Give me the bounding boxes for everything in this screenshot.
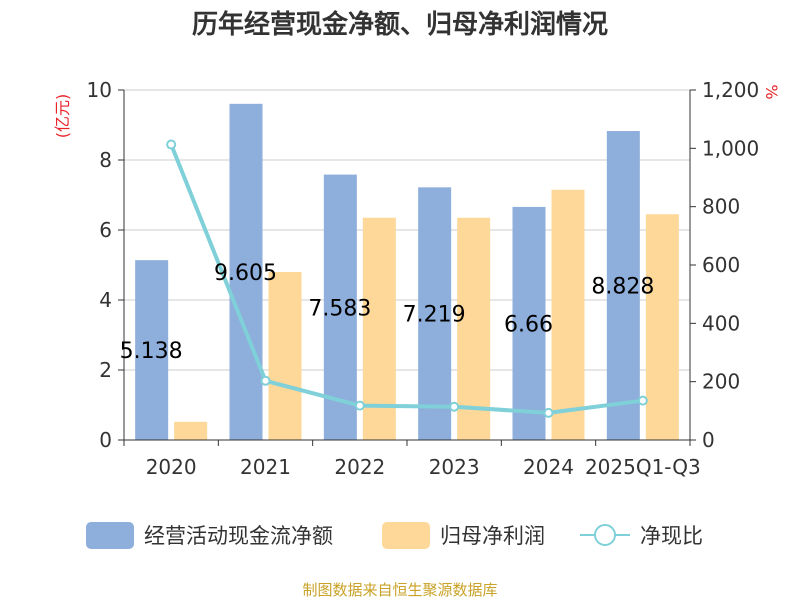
legend-swatch-operating-cash-flow	[86, 522, 134, 549]
bar-net-profit	[362, 217, 396, 440]
line-point	[543, 407, 554, 418]
y-right-tick-label: 600	[702, 253, 740, 277]
y-right-tick-label: 1,000	[702, 136, 759, 160]
bar-data-label: 7.583	[308, 296, 371, 321]
y-right-tick-label: 200	[702, 370, 740, 394]
x-tick-label: 2022	[334, 455, 385, 479]
grid	[124, 89, 690, 371]
y-right-tick-label: 0	[702, 428, 715, 452]
bar-net-profit	[551, 189, 585, 440]
y-left-tick-label: 6	[99, 218, 112, 242]
y-right-axis-label: %	[762, 84, 781, 99]
data-labels: 5.138 9.605 7.583 7.219 6.66 8.828	[120, 261, 655, 364]
line-point	[449, 401, 460, 412]
bar-data-label: 6.66	[504, 312, 553, 337]
bars	[135, 103, 679, 440]
line-point	[354, 400, 365, 411]
x-tick-label: 2025Q1-Q3	[585, 455, 701, 479]
line-point	[260, 375, 271, 386]
legend-label-cash-ratio: 净现比	[640, 524, 703, 548]
y-left-tick-label: 2	[99, 358, 112, 382]
axes: 0 2 4 6 8 10 0 200 400 600 800 1,000 1,200 2020 2021 20…	[87, 78, 760, 479]
legend-marker-cash-ratio	[594, 524, 616, 546]
bar-data-label: 5.138	[120, 339, 183, 364]
bar-operating-cash-flow	[418, 187, 452, 440]
y-right-tick-label: 800	[702, 195, 740, 219]
bar-operating-cash-flow	[606, 131, 640, 440]
y-left-axis-label: (亿元)	[53, 94, 72, 139]
source-note: 制图数据来自恒生聚源数据库	[302, 581, 497, 599]
bar-operating-cash-flow	[512, 206, 546, 440]
y-right-tick-label: 1,200	[702, 78, 759, 102]
y-left-tick-label: 10	[87, 78, 112, 102]
line-cash-ratio	[169, 143, 644, 415]
y-left-tick-label: 8	[99, 148, 112, 172]
x-tick-label: 2021	[240, 455, 291, 479]
bar-data-label: 9.605	[214, 261, 277, 286]
line-point	[637, 395, 648, 406]
bar-net-profit	[645, 214, 679, 440]
bar-net-profit	[457, 217, 491, 440]
bar-data-label: 8.828	[591, 275, 654, 300]
chart-title: 历年经营现金净额、归母净利润情况	[192, 9, 608, 40]
legend-swatch-net-profit	[382, 522, 430, 549]
y-right-tick-label: 400	[702, 311, 740, 335]
ratio-line	[166, 139, 648, 418]
bar-operating-cash-flow	[229, 103, 263, 440]
legend: 经营活动现金流净额 归母净利润 净现比	[86, 522, 703, 549]
bar-data-label: 7.219	[403, 303, 466, 328]
bar-net-profit	[268, 272, 302, 440]
bar-operating-cash-flow	[135, 260, 169, 440]
x-tick-label: 2020	[146, 455, 197, 479]
legend-label-operating-cash-flow: 经营活动现金流净额	[144, 524, 333, 548]
line-point	[166, 139, 177, 150]
bar-net-profit	[174, 421, 208, 440]
y-left-tick-label: 0	[99, 428, 112, 452]
y-left-tick-label: 4	[99, 288, 112, 312]
legend-label-net-profit: 归母净利润	[440, 524, 545, 548]
x-tick-label: 2024	[523, 455, 574, 479]
x-tick-label: 2023	[429, 455, 480, 479]
